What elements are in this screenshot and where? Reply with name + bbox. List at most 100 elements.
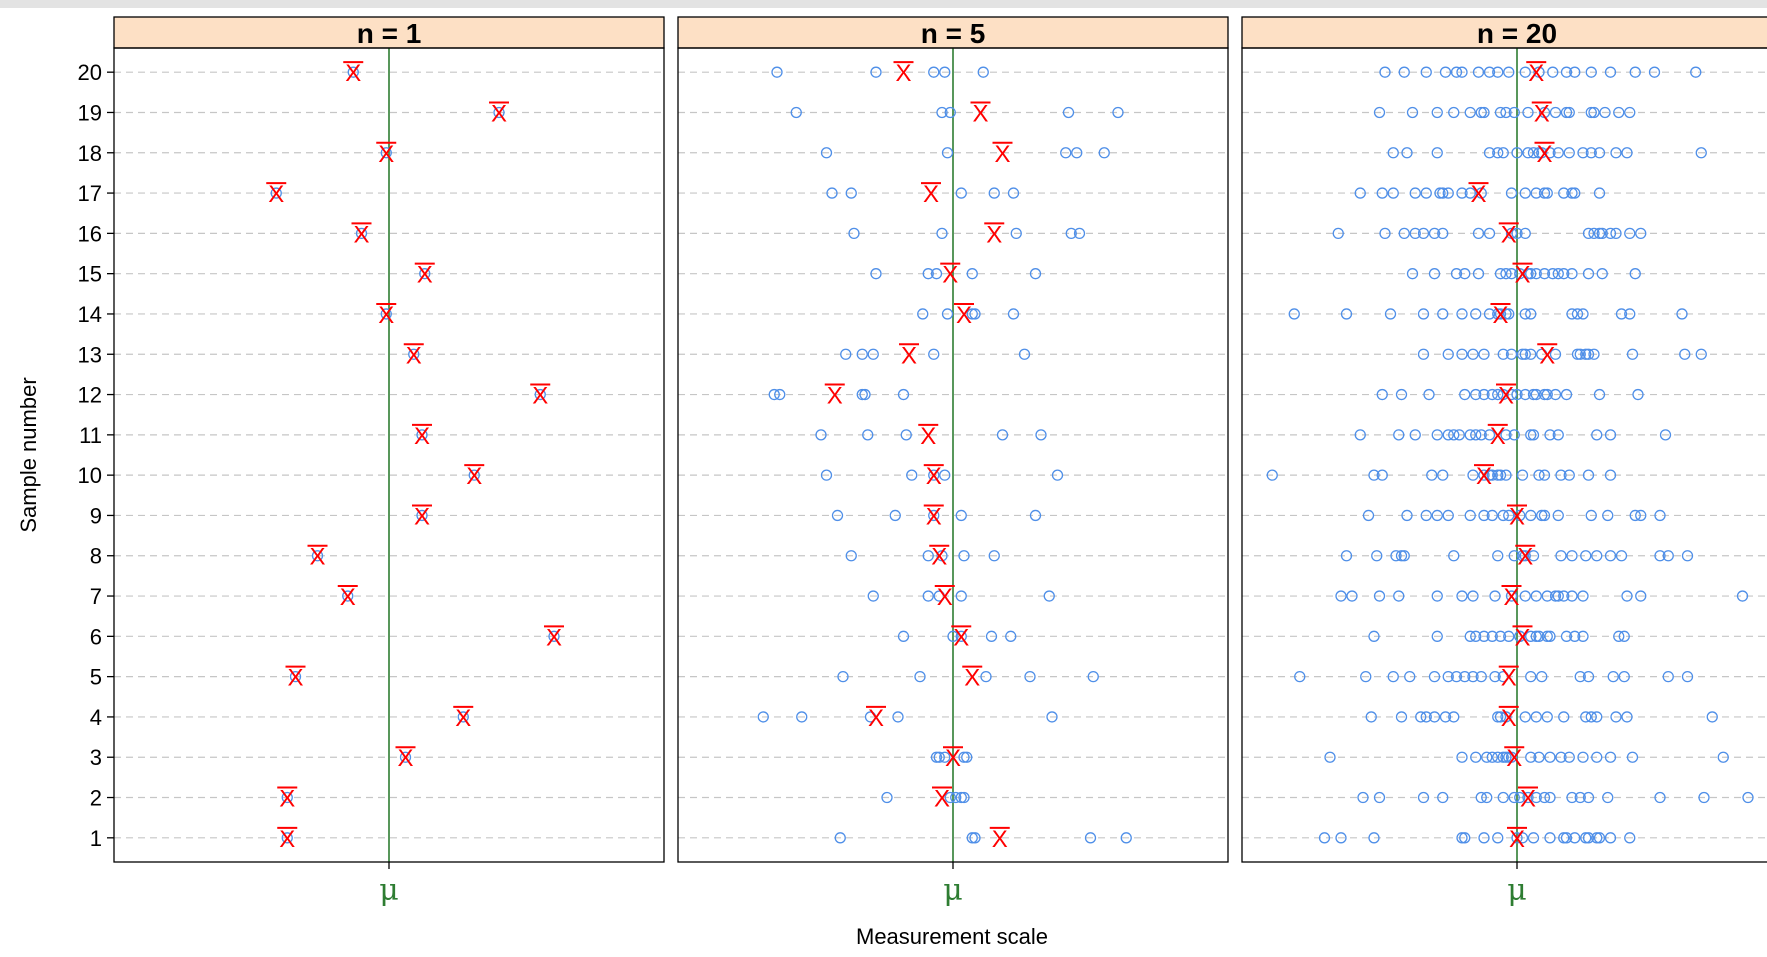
observation-point [1486,388,1498,401]
observation-point [1530,388,1542,401]
observation-point [1420,66,1432,78]
observation-point [1533,469,1545,481]
observation-point [355,227,368,240]
y-tick-label-1: 1 [90,826,102,851]
observation-point [1599,106,1611,119]
sample-mean-marker: X [992,826,1008,853]
sample-mean-marker: X [466,463,482,490]
observation-point [961,751,973,763]
observation-point [1563,147,1575,159]
observation-point [1098,147,1110,159]
observation-point [1552,590,1564,602]
observation-point [1478,348,1490,360]
observation-point [1112,106,1124,119]
observation-point [1467,670,1479,683]
observation-point [1409,429,1421,441]
observation-point [1569,832,1581,844]
observation-point [1681,670,1694,683]
observation-point [1525,268,1537,280]
observation-point [1613,106,1625,119]
observation-point [1467,590,1479,602]
observation-point [1492,550,1504,562]
sample-mean-marker: X [532,383,548,410]
observation-point [1549,348,1562,360]
observation-point [416,429,428,441]
observation-point [1593,147,1606,159]
observation-point [1541,187,1553,199]
observation-point [1368,630,1380,642]
observation-point [1508,106,1520,119]
observation-point [1459,388,1471,401]
observation-point [1544,832,1556,844]
observation-point [1340,550,1353,562]
observation-point [1519,66,1531,78]
observation-point [1404,670,1416,683]
observation-point [1538,268,1551,280]
observation-point [1662,670,1674,683]
observation-point [1695,348,1707,360]
observation-point [1541,630,1553,642]
observation-point [1489,590,1501,602]
observation-point [1582,469,1595,481]
observation-point [1442,348,1454,360]
observation-point [1530,268,1542,280]
observation-point [1065,227,1077,240]
sample-mean-marker: X [491,100,507,127]
observation-point [1387,147,1399,159]
observation-point [1698,791,1710,804]
observation-point [1593,832,1606,844]
sample-mean-marker: X [340,584,356,611]
observation-point [1585,66,1597,78]
observation-point [955,590,967,602]
observation-point [1428,670,1441,683]
observation-point [1071,147,1083,159]
observation-point [1577,308,1589,320]
observation-point [1073,227,1086,240]
observation-point [796,711,808,723]
observation-point [1604,429,1617,441]
observation-point [1610,147,1622,159]
observation-point [1544,791,1556,804]
observation-point [1472,227,1485,240]
sample-mean-marker: X [994,141,1010,168]
observation-point [977,66,989,78]
observation-point [1494,630,1507,642]
observation-point [928,66,940,78]
observation-point [1569,66,1581,78]
observation-point [1621,590,1633,602]
observation-point [1467,469,1479,481]
observation-point [1456,751,1468,763]
observation-point [1654,509,1666,522]
sample-mean-marker: X [1492,302,1508,329]
x-tick-label-mu: μ [1507,873,1527,908]
sample-mean-marker: X [1501,221,1517,248]
observation-point [1475,670,1487,683]
observation-point [1470,308,1482,320]
y-tick-label-18: 18 [78,141,102,166]
sample-mean-marker: X [1520,786,1536,813]
observation-point [1527,147,1540,159]
observation-point [1368,832,1380,844]
observation-point [958,751,970,763]
observation-point [1426,469,1438,481]
observation-point [1494,106,1507,119]
observation-point [1604,66,1617,78]
observation-point [1492,711,1504,723]
observation-point [408,348,420,360]
observation-point [1566,791,1578,804]
observation-point [1681,550,1694,562]
sample-mean-marker: X [934,786,950,813]
observation-point [1604,550,1617,562]
observation-point [1500,106,1512,119]
observation-point [1624,106,1636,119]
y-tick-label-15: 15 [78,262,102,287]
observation-point [1530,590,1542,602]
observation-point [1335,590,1347,602]
observation-point [922,550,934,562]
observation-point [1654,791,1666,804]
observation-point [1417,791,1430,804]
observation-point [1522,147,1534,159]
y-axis-title: Sample number [16,377,41,532]
observation-point [1494,308,1507,320]
